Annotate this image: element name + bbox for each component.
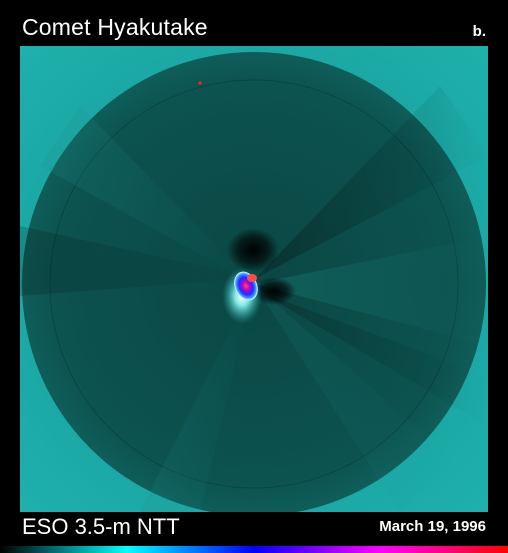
nucleus-core bbox=[247, 274, 257, 282]
dark-fan-rays bbox=[20, 86, 488, 426]
color-bar bbox=[0, 546, 508, 553]
panel-label: b. bbox=[472, 23, 486, 40]
comet-image-canvas bbox=[20, 46, 488, 512]
dark-jet-upper bbox=[227, 228, 279, 272]
instrument-caption: ESO 3.5-m NTT bbox=[22, 514, 180, 539]
dark-jet-right bbox=[252, 277, 296, 305]
comet-image bbox=[20, 46, 488, 512]
date-caption: March 19, 1996 bbox=[379, 518, 486, 535]
light-fan-rays bbox=[40, 106, 488, 512]
red-pixel-artifact bbox=[198, 81, 202, 85]
image-title: Comet Hyakutake bbox=[22, 14, 208, 40]
